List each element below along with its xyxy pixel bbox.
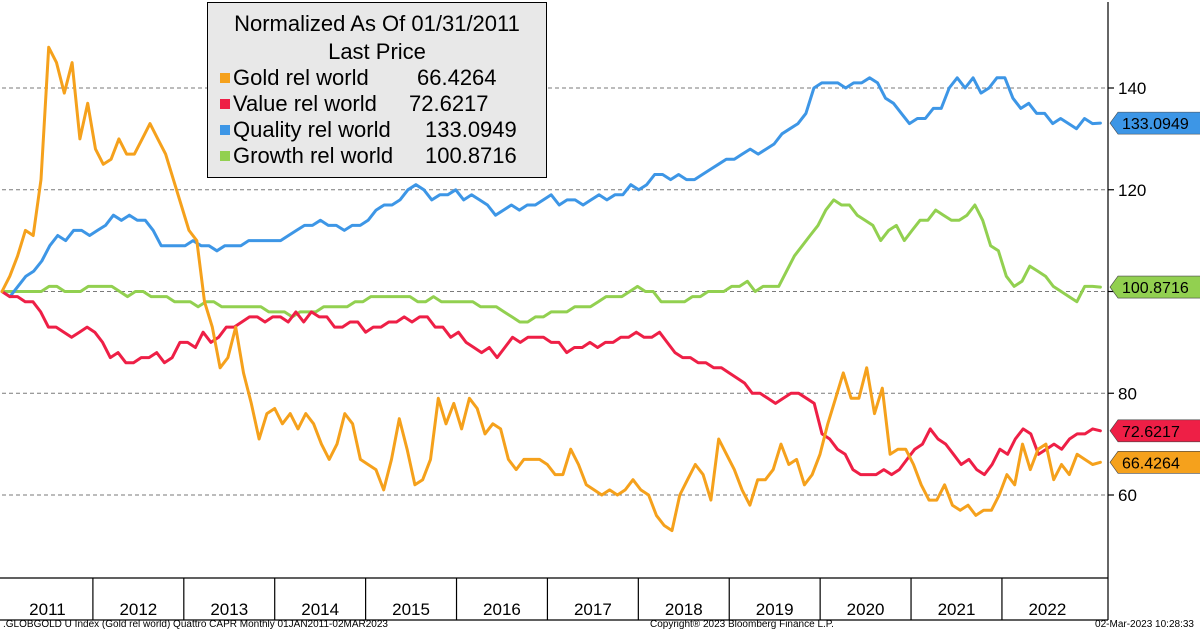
tag-value: 66.4264 bbox=[1122, 455, 1180, 472]
x-tick-label: 2011 bbox=[29, 600, 66, 619]
series-line-gold-rel-world bbox=[0, 45, 1102, 533]
last-price-tag: 72.6217 bbox=[1109, 419, 1200, 443]
tag-shape bbox=[1109, 419, 1200, 443]
x-tick-label: 2022 bbox=[1028, 600, 1066, 619]
y-tick-label: 60 bbox=[1118, 486, 1137, 505]
legend-series-value: 100.8716 bbox=[425, 143, 517, 168]
legend-series-value: 66.4264 bbox=[417, 65, 497, 90]
legend-series-name: Value rel world bbox=[233, 91, 377, 116]
x-tick-label: 2012 bbox=[119, 600, 157, 619]
y-tick-label: 120 bbox=[1118, 181, 1146, 200]
series-line-value-rel-world bbox=[0, 290, 1102, 477]
x-tick-label: 2014 bbox=[301, 600, 339, 619]
tag-value: 133.0949 bbox=[1122, 116, 1189, 133]
footer-source: .GLOBGOLD U Index (Gold rel world) Quatt… bbox=[3, 619, 388, 630]
legend-series-name: Gold rel world bbox=[233, 65, 369, 90]
last-price-tag: 100.8716 bbox=[1109, 275, 1200, 299]
legend-series-value: 72.6217 bbox=[409, 91, 489, 116]
x-tick-label: 2017 bbox=[574, 600, 612, 619]
legend-swatch bbox=[220, 125, 230, 135]
legend-series-value: 133.0949 bbox=[425, 117, 517, 142]
x-tick-label: 2015 bbox=[392, 600, 430, 619]
legend-series-name: Growth rel world bbox=[233, 143, 394, 168]
last-price-tags: 66.4264 72.6217 133.0949 100.8716 bbox=[1109, 111, 1200, 474]
legend-swatch bbox=[220, 151, 230, 161]
x-tick-label: 2013 bbox=[210, 600, 248, 619]
legend-title: Normalized As Of 01/31/2011 bbox=[234, 11, 520, 36]
legend-subtitle: Last Price bbox=[328, 39, 426, 64]
legend: Normalized As Of 01/31/2011 Last Price G… bbox=[207, 2, 547, 178]
tag-value: 100.8716 bbox=[1122, 280, 1189, 297]
axes: 60 80 120 140 2011 2012 2013 2014 2015 2016 2017 20… bbox=[0, 2, 1146, 621]
series-group bbox=[0, 45, 1102, 533]
footer-timestamp: 02-Mar-2023 10:28:33 bbox=[1095, 619, 1194, 630]
series-line-quality-rel-world bbox=[0, 76, 1102, 299]
y-tick-label: 140 bbox=[1118, 79, 1146, 98]
legend-series-name: Quality rel world bbox=[233, 117, 391, 142]
legend-swatch bbox=[220, 73, 230, 83]
grid bbox=[2, 87, 1108, 496]
tag-shape bbox=[1109, 275, 1200, 299]
tag-value: 72.6217 bbox=[1122, 424, 1180, 441]
x-tick-label: 2016 bbox=[483, 600, 521, 619]
last-price-tag: 66.4264 bbox=[1109, 451, 1200, 474]
x-tick-label: 2018 bbox=[665, 600, 703, 619]
footer-copyright: Copyright® 2023 Bloomberg Finance L.P. bbox=[650, 619, 834, 630]
x-tick-label: 2019 bbox=[756, 600, 794, 619]
tag-shape bbox=[1109, 451, 1200, 474]
last-price-tag: 133.0949 bbox=[1109, 111, 1200, 135]
y-tick-label: 80 bbox=[1118, 384, 1137, 403]
x-tick-label: 2021 bbox=[938, 600, 976, 619]
x-tick-label: 2020 bbox=[847, 600, 885, 619]
legend-swatch bbox=[220, 99, 230, 109]
series-line-growth-rel-world bbox=[0, 198, 1102, 324]
tag-shape bbox=[1109, 111, 1200, 135]
